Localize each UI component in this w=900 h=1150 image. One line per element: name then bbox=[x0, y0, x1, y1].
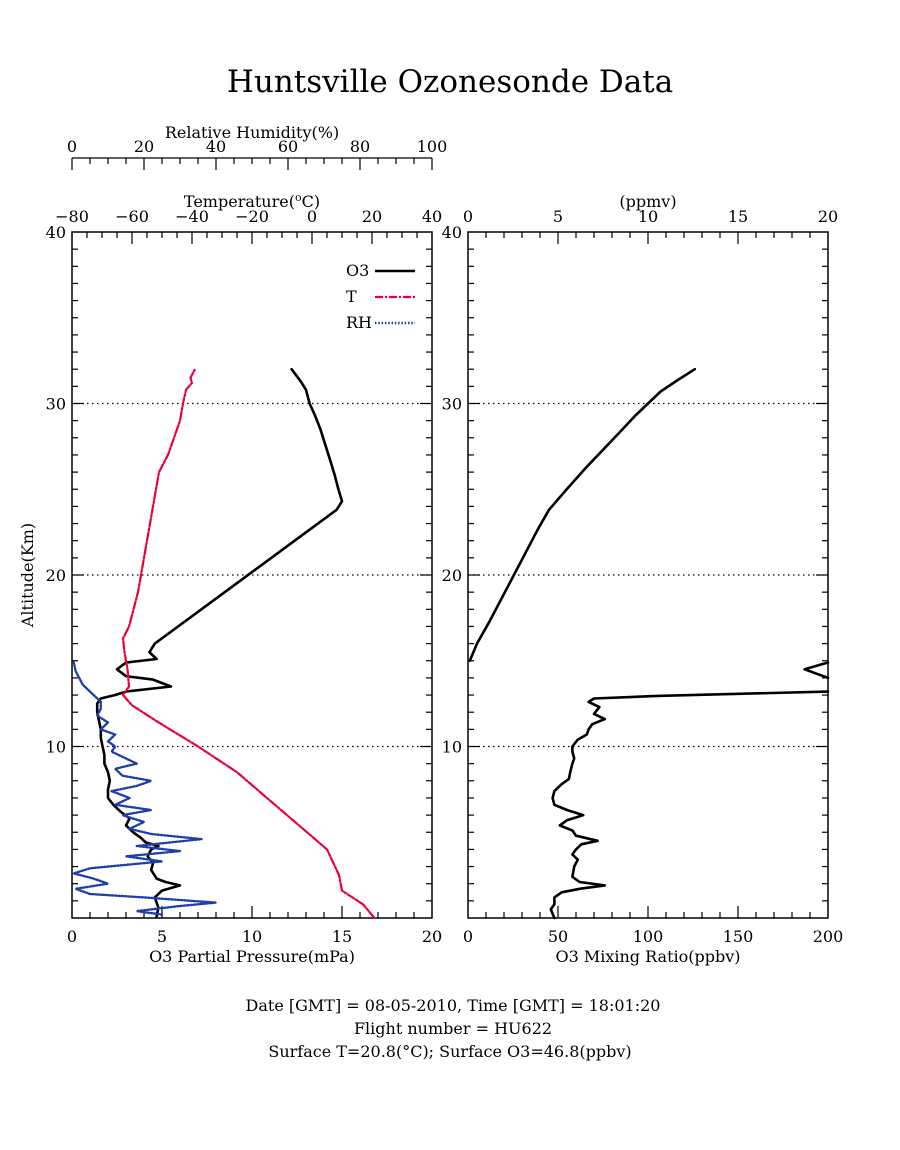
ppmv-axis-tick-label: 0 bbox=[463, 207, 473, 226]
mixing-ratio-axis-tick-label: 50 bbox=[548, 927, 568, 946]
pressure-axis-tick-label: 5 bbox=[157, 927, 167, 946]
legend: O3 T RH bbox=[346, 261, 415, 332]
temperature-axis-title: Temperature(oC) bbox=[184, 191, 320, 211]
mixing-ratio-axis-tick-label: 0 bbox=[463, 927, 473, 946]
series-o3-ppbv-upper-line bbox=[803, 661, 830, 680]
temperature-axis-tick-label: 20 bbox=[362, 207, 382, 226]
series-o3-ppbv-line bbox=[549, 690, 830, 920]
pressure-axis-tick-label: 0 bbox=[67, 927, 77, 946]
humidity-axis-tick-label: 80 bbox=[350, 137, 370, 156]
pressure-axis-tick-label: 15 bbox=[332, 927, 352, 946]
series-t-line bbox=[121, 368, 376, 920]
temperature-axis-tick-label: −40 bbox=[175, 207, 209, 226]
humidity-axis-tick-label: 20 bbox=[134, 137, 154, 156]
humidity-axis-tick-label: 40 bbox=[206, 137, 226, 156]
ppmv-axis-tick-label: 5 bbox=[553, 207, 563, 226]
series-o3-ppmv-line bbox=[468, 367, 697, 663]
y-tick-label: 20 bbox=[442, 566, 462, 585]
ppmv-axis-tick-label: 15 bbox=[728, 207, 748, 226]
legend-entry-t: T bbox=[346, 287, 357, 306]
mixing-ratio-axis-tick-label: 150 bbox=[723, 927, 754, 946]
legend-entry-o3: O3 bbox=[346, 261, 369, 280]
temperature-axis-tick-label: −80 bbox=[55, 207, 89, 226]
ppmv-axis-tick-label: 10 bbox=[638, 207, 658, 226]
y-tick-label: 10 bbox=[46, 738, 66, 757]
pressure-axis-title: O3 Partial Pressure(mPa) bbox=[149, 947, 355, 966]
pressure-axis-tick-label: 10 bbox=[242, 927, 262, 946]
chart-title: Huntsville Ozonesonde Data bbox=[227, 64, 673, 100]
legend-entry-rh: RH bbox=[346, 313, 372, 332]
footer-surface-values: Surface T=20.8(°C); Surface O3=46.8(ppbv… bbox=[268, 1042, 631, 1061]
ppmv-axis-tick-label: 20 bbox=[818, 207, 838, 226]
series-o3-line bbox=[95, 367, 344, 918]
humidity-axis-title: Relative Humidity(%) bbox=[165, 123, 339, 142]
footer-date-time: Date [GMT] = 08-05-2010, Time [GMT] = 18… bbox=[246, 996, 661, 1015]
mixing-ratio-axis-tick-label: 200 bbox=[813, 927, 844, 946]
humidity-axis-tick-label: 100 bbox=[417, 137, 448, 156]
y-tick-label: 30 bbox=[46, 395, 66, 414]
y-tick-label: 40 bbox=[46, 223, 66, 242]
temperature-axis-tick-label: −20 bbox=[235, 207, 269, 226]
altitude-axis-title: Altitude(Km) bbox=[18, 523, 37, 628]
y-tick-label: 30 bbox=[442, 395, 462, 414]
pressure-axis-tick-label: 20 bbox=[422, 927, 442, 946]
y-tick-label: 40 bbox=[442, 223, 462, 242]
temperature-axis-tick-label: 40 bbox=[422, 207, 442, 226]
temperature-axis-tick-label: 0 bbox=[307, 207, 317, 226]
temperature-axis-tick-label: −60 bbox=[115, 207, 149, 226]
ppmv-axis-title: (ppmv) bbox=[619, 192, 676, 211]
humidity-axis-tick-label: 0 bbox=[67, 137, 77, 156]
humidity-axis-tick-label: 60 bbox=[278, 137, 298, 156]
mixing-ratio-axis-title: O3 Mixing Ratio(ppbv) bbox=[555, 947, 740, 966]
footer-flight-number: Flight number = HU622 bbox=[354, 1019, 552, 1038]
partial-pressure-panel: 10 20 30 40 0 5 10 15 20 O3 Partial Pressure(mPa)… bbox=[18, 123, 447, 966]
mixing-ratio-axis-tick-label: 100 bbox=[633, 927, 664, 946]
series-rh-line bbox=[72, 661, 218, 916]
y-tick-label: 20 bbox=[46, 566, 66, 585]
y-tick-label: 10 bbox=[442, 738, 462, 757]
